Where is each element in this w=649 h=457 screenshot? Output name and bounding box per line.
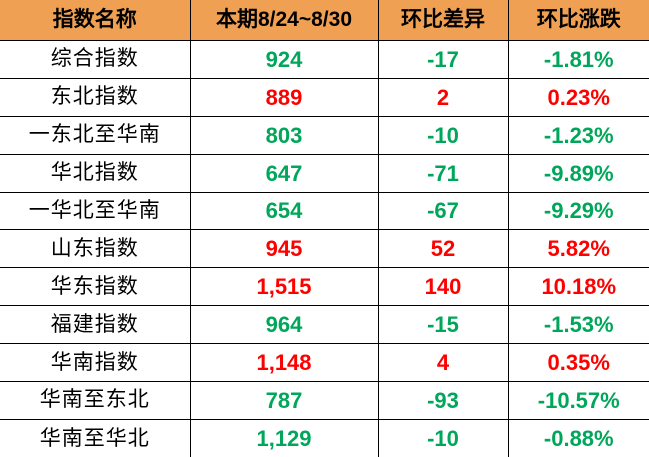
- cell-pct: -0.88%: [507, 418, 649, 457]
- cell-pct: -1.81%: [507, 40, 649, 79]
- cell-value: 787: [189, 381, 379, 420]
- cell-value: 654: [189, 191, 379, 231]
- cell-diff: -71: [377, 153, 509, 193]
- cell-index-name: 华南至东北: [0, 381, 191, 420]
- cell-pct: 0.23%: [507, 77, 649, 117]
- cell-index-name: 山东指数: [0, 229, 191, 269]
- table-row: 综合指数 924 -17 -1.81%: [0, 40, 649, 79]
- cell-index-name: 华南至华北: [0, 418, 191, 457]
- cell-pct: -10.57%: [507, 381, 649, 420]
- column-header-pct: 环比涨跌: [507, 0, 649, 41]
- cell-index-name: 一华北至华南: [0, 191, 191, 231]
- table-row: 华南至华北 1,129 -10 -0.88%: [0, 418, 649, 457]
- cell-value: 964: [189, 305, 379, 345]
- cell-diff: -10: [377, 115, 509, 155]
- cell-index-name: 华北指数: [0, 153, 191, 193]
- cell-diff: -17: [377, 40, 509, 79]
- column-header-value: 本期8/24~8/30: [189, 0, 379, 41]
- cell-value: 889: [189, 77, 379, 117]
- column-header-name: 指数名称: [0, 0, 191, 41]
- cell-diff: -10: [377, 418, 509, 457]
- cell-diff: 4: [377, 343, 509, 383]
- table-row: 一东北至华南 803 -10 -1.23%: [0, 115, 649, 155]
- cell-index-name: 一东北至华南: [0, 115, 191, 155]
- cell-pct: 5.82%: [507, 229, 649, 269]
- cell-value: 1,515: [189, 267, 379, 307]
- table-header: 指数名称 本期8/24~8/30 环比差异 环比涨跌: [0, 0, 649, 41]
- table-row: 福建指数 964 -15 -1.53%: [0, 305, 649, 345]
- cell-diff: 140: [377, 267, 509, 307]
- cell-index-name: 综合指数: [0, 40, 191, 79]
- cell-value: 647: [189, 153, 379, 193]
- column-header-diff: 环比差异: [377, 0, 509, 41]
- cell-pct: -1.53%: [507, 305, 649, 345]
- table-row: 山东指数 945 52 5.82%: [0, 229, 649, 269]
- cell-diff: -67: [377, 191, 509, 231]
- cell-pct: 10.18%: [507, 267, 649, 307]
- cell-index-name: 华东指数: [0, 267, 191, 307]
- table-row: 华南至东北 787 -93 -10.57%: [0, 381, 649, 420]
- cell-pct: 0.35%: [507, 343, 649, 383]
- table-row: 华东指数 1,515 140 10.18%: [0, 267, 649, 307]
- cell-pct: -9.89%: [507, 153, 649, 193]
- table-row: 东北指数 889 2 0.23%: [0, 77, 649, 117]
- cell-index-name: 福建指数: [0, 305, 191, 345]
- table-row: 一华北至华南 654 -67 -9.29%: [0, 191, 649, 231]
- cell-pct: -1.23%: [507, 115, 649, 155]
- cell-diff: 52: [377, 229, 509, 269]
- table-row: 华北指数 647 -71 -9.89%: [0, 153, 649, 193]
- cell-diff: -93: [377, 381, 509, 420]
- cell-value: 945: [189, 229, 379, 269]
- cell-value: 924: [189, 40, 379, 79]
- cell-diff: -15: [377, 305, 509, 345]
- cell-index-name: 东北指数: [0, 77, 191, 117]
- cell-index-name: 华南指数: [0, 343, 191, 383]
- cell-pct: -9.29%: [507, 191, 649, 231]
- cell-value: 803: [189, 115, 379, 155]
- cell-value: 1,129: [189, 418, 379, 457]
- table-body: 综合指数 924 -17 -1.81% 东北指数 889 2 0.23% 一东北至华南 803 -1…: [0, 40, 649, 457]
- cell-diff: 2: [377, 77, 509, 117]
- header-row: 指数名称 本期8/24~8/30 环比差异 环比涨跌: [0, 0, 649, 41]
- table-row: 华南指数 1,148 4 0.35%: [0, 343, 649, 383]
- cell-value: 1,148: [189, 343, 379, 383]
